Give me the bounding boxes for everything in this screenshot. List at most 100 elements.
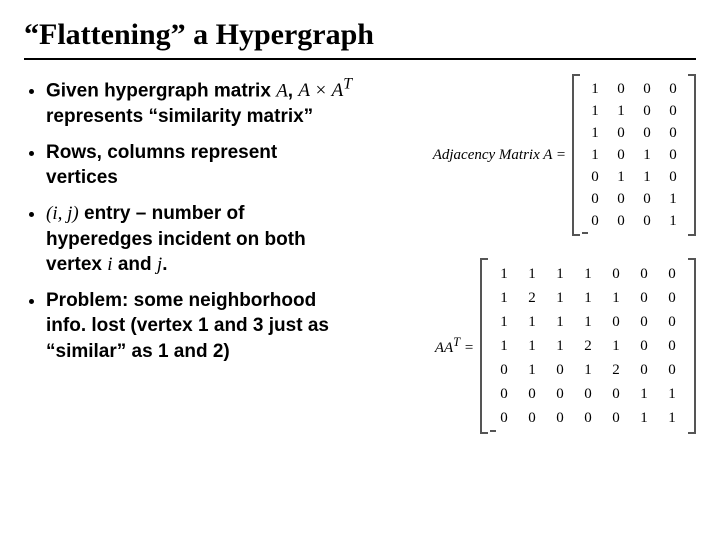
text: A × A (298, 80, 343, 101)
table-row: 1100 (582, 100, 686, 122)
matrix-a-label: Adjacency Matrix A = (433, 147, 566, 164)
cell: 0 (658, 310, 686, 334)
table-row: 1000 (582, 122, 686, 144)
cell: 1 (602, 286, 630, 310)
cell: 1 (490, 262, 518, 286)
cell: 0 (608, 188, 634, 210)
text: and (113, 254, 157, 275)
cell: 0 (546, 382, 574, 406)
cell: 0 (630, 310, 658, 334)
cell: 1 (546, 310, 574, 334)
cell: 0 (608, 78, 634, 100)
cell: 0 (608, 210, 634, 232)
table-row: 1000 (582, 78, 686, 100)
bullet-list: Given hypergraph matrix A, A × AT repres… (24, 74, 354, 456)
cell: 0 (660, 122, 686, 144)
cell: 1 (634, 166, 660, 188)
cell: 0 (582, 188, 608, 210)
matrix-a: 1000 1100 1000 1010 0110 0001 0001 (572, 74, 696, 236)
cell: 0 (582, 210, 608, 232)
cell: 1 (490, 286, 518, 310)
cell: 1 (518, 262, 546, 286)
table-row: 1010 (582, 144, 686, 166)
slide: “Flattening” a Hypergraph Given hypergra… (0, 0, 720, 540)
slide-body: Given hypergraph matrix A, A × AT repres… (24, 74, 696, 456)
cell: 0 (574, 406, 602, 430)
cell: 1 (582, 78, 608, 100)
math-AxAT: A × AT (298, 80, 352, 101)
matrix-a-block: Adjacency Matrix A = 1000 1100 1000 1010… (362, 74, 696, 236)
cell: 0 (634, 100, 660, 122)
cell: 0 (660, 100, 686, 122)
cell: 0 (634, 78, 660, 100)
text: = (460, 340, 474, 356)
table-row: 0101200 (490, 358, 686, 382)
cell: 0 (660, 78, 686, 100)
cell: 0 (518, 382, 546, 406)
cell: 0 (658, 262, 686, 286)
cell: 0 (634, 188, 660, 210)
table-row: 1111000 (490, 310, 686, 334)
cell: 0 (490, 406, 518, 430)
cell: 2 (602, 358, 630, 382)
bullet-1: Given hypergraph matrix A, A × AT repres… (46, 74, 354, 130)
text: entry – number of hyperedges incident on… (46, 203, 306, 275)
superscript-T: T (343, 76, 352, 93)
cell: 0 (630, 334, 658, 358)
cell: 2 (574, 334, 602, 358)
bullet-4: Problem: some neighborhood info. lost (v… (46, 288, 354, 365)
cell: 1 (574, 358, 602, 382)
cell: 0 (582, 166, 608, 188)
cell: 1 (518, 358, 546, 382)
bullet-2: Rows, columns represent vertices (46, 140, 354, 191)
table-row: 0000011 (490, 382, 686, 406)
matrix-a-table: 1000 1100 1000 1010 0110 0001 0001 (582, 78, 686, 232)
cell: 0 (602, 262, 630, 286)
cell: 1 (546, 286, 574, 310)
cell: 1 (660, 188, 686, 210)
table-row: 0001 (582, 188, 686, 210)
cell: 1 (582, 100, 608, 122)
slide-title: “Flattening” a Hypergraph (24, 18, 696, 52)
cell: 1 (546, 334, 574, 358)
cell: 1 (518, 334, 546, 358)
cell: 1 (546, 262, 574, 286)
text: represents “similarity matrix” (46, 106, 313, 127)
bullet-3: (i, j) entry – number of hyperedges inci… (46, 201, 354, 278)
cell: 0 (634, 210, 660, 232)
cell: 1 (658, 406, 686, 430)
cell: 0 (546, 358, 574, 382)
table-row: 1111000 (490, 262, 686, 286)
cell: 1 (490, 334, 518, 358)
cell: 0 (660, 144, 686, 166)
cell: 1 (582, 122, 608, 144)
cell: 1 (608, 166, 634, 188)
cell: 0 (602, 406, 630, 430)
matrix-aat-table: 1111000 1211100 1111000 1112100 0101200 … (490, 262, 686, 430)
cell: 0 (546, 406, 574, 430)
cell: 0 (658, 358, 686, 382)
text: . (162, 254, 167, 275)
cell: 0 (608, 122, 634, 144)
cell: 0 (490, 358, 518, 382)
cell: 1 (574, 286, 602, 310)
math-A: A (276, 80, 288, 101)
cell: 2 (518, 286, 546, 310)
cell: 1 (630, 382, 658, 406)
text: , (288, 80, 299, 101)
cell: 0 (518, 406, 546, 430)
cell: 1 (658, 382, 686, 406)
cell: 0 (608, 144, 634, 166)
cell: 0 (630, 262, 658, 286)
cell: 1 (518, 310, 546, 334)
cell: 0 (574, 382, 602, 406)
matrix-aat: 1111000 1211100 1111000 1112100 0101200 … (480, 258, 696, 434)
matrix-aat-label: AAT = (435, 335, 474, 357)
cell: 0 (658, 334, 686, 358)
cell: 0 (658, 286, 686, 310)
cell: 0 (490, 382, 518, 406)
cell: 1 (490, 310, 518, 334)
table-row: 0000011 (490, 406, 686, 430)
table-row: 1112100 (490, 334, 686, 358)
matrices-column: Adjacency Matrix A = 1000 1100 1000 1010… (362, 74, 696, 456)
